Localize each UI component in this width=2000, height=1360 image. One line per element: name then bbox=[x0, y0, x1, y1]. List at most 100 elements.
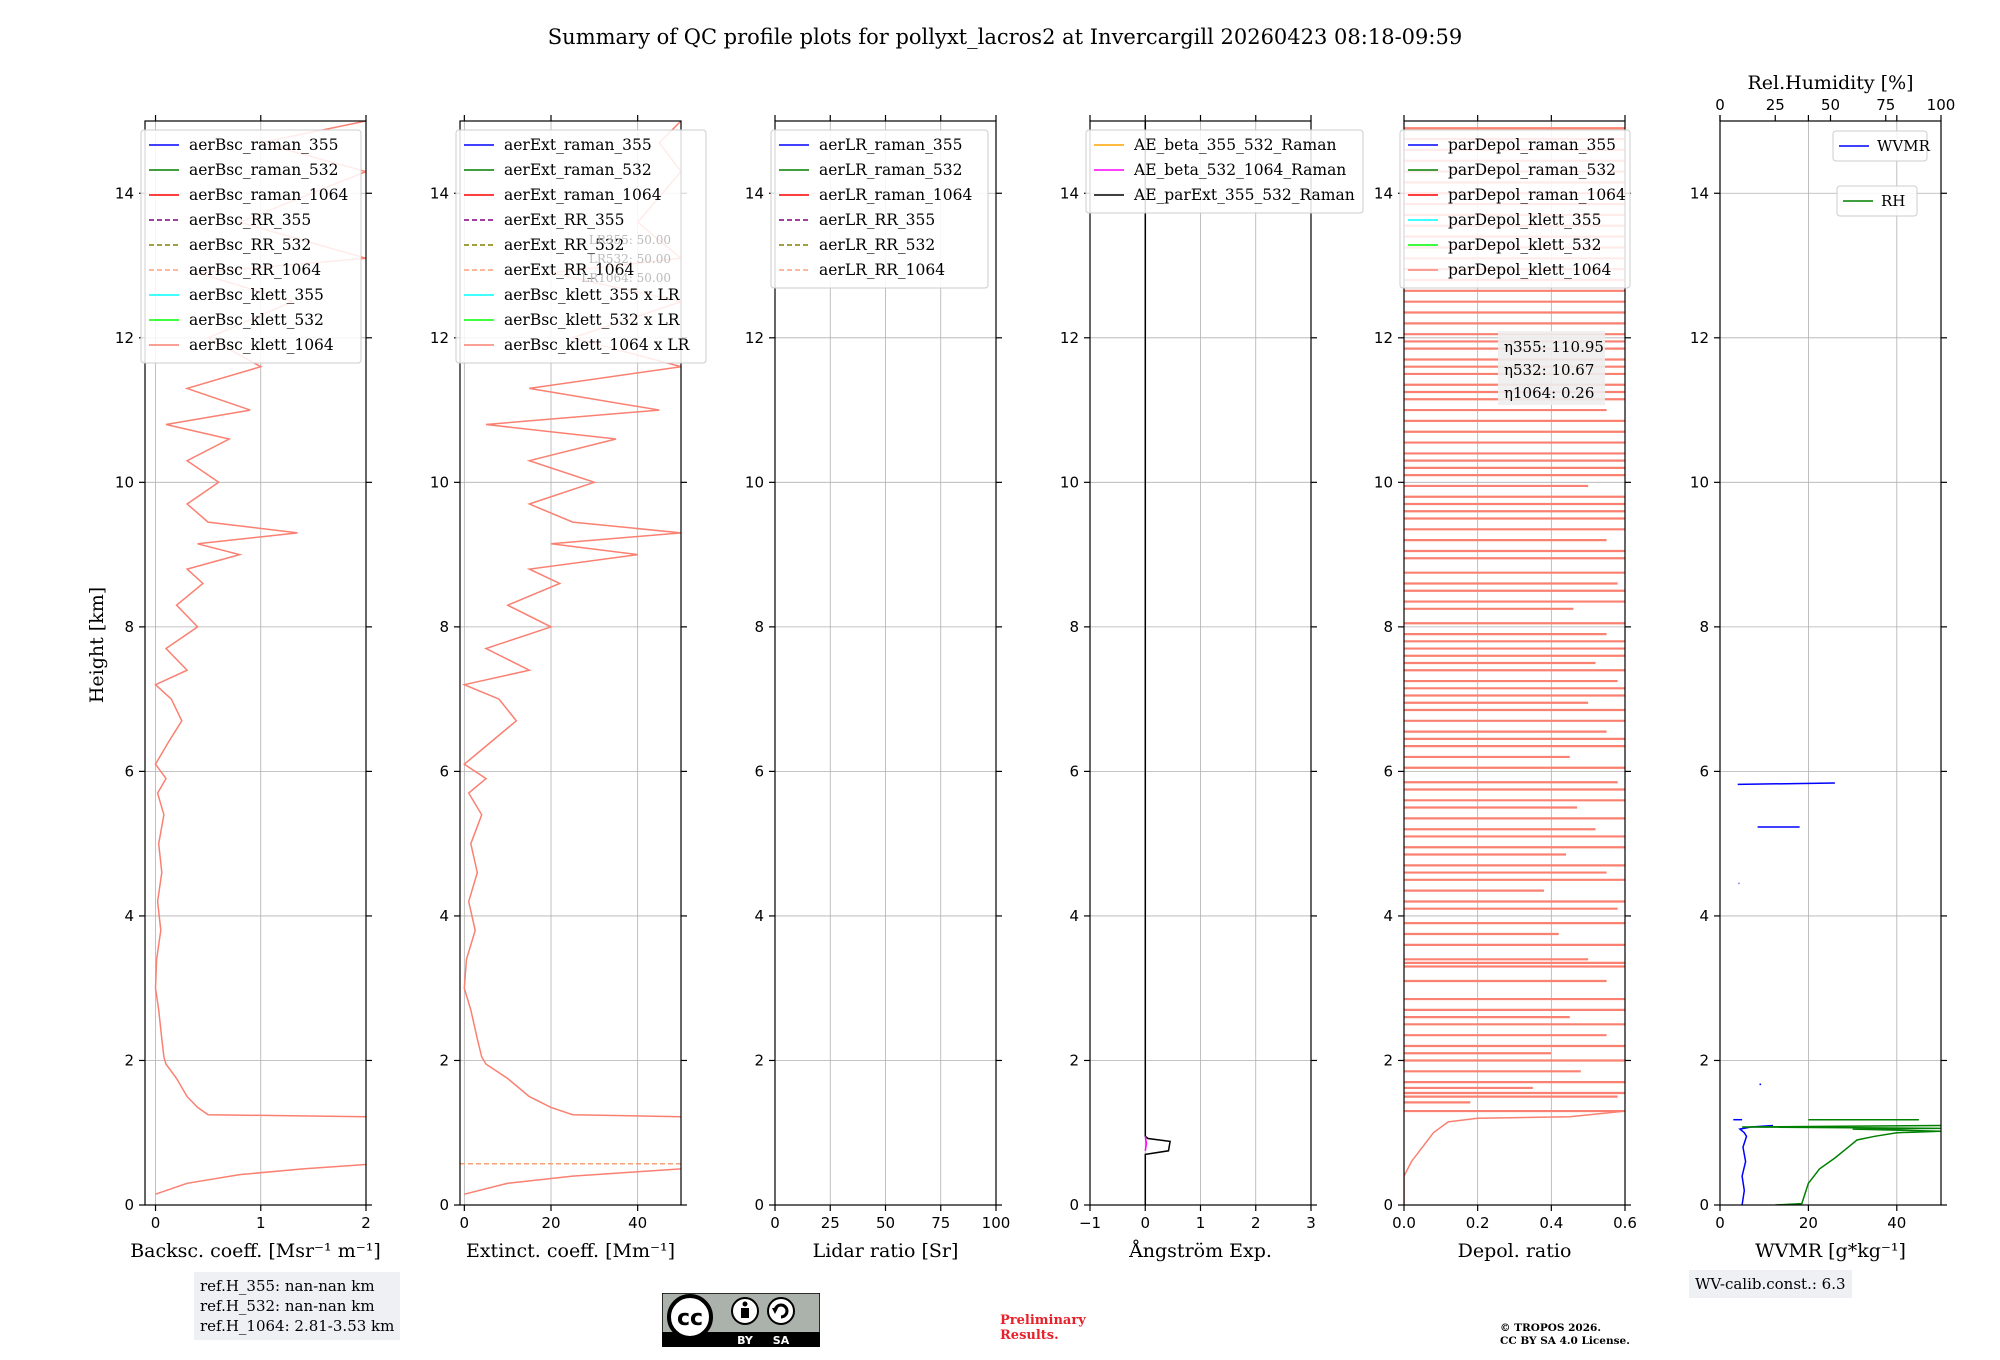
legend-label: aerExt_raman_1064 bbox=[504, 186, 662, 204]
y-tick-label: 12 bbox=[1060, 329, 1079, 347]
y-tick-label: 8 bbox=[1383, 618, 1393, 636]
legend-frame bbox=[770, 129, 989, 289]
preliminary-line-2: Results. bbox=[1000, 1328, 1059, 1343]
legend-frame bbox=[455, 129, 707, 364]
y-tick-label: 6 bbox=[1699, 762, 1709, 780]
y-tick-label: 8 bbox=[1069, 618, 1079, 636]
x-tick-label: 1 bbox=[256, 1214, 266, 1232]
panel-6: 0 20 40 0 2 4 6 8 10 12 14 WVMR [g*kg⁻¹] 0 25 50 75 100 R… bbox=[1690, 72, 1955, 1262]
legend-frame bbox=[1832, 130, 1928, 162]
series-aerbsc-klett-1064-x-lr bbox=[461, 121, 681, 1118]
y-tick-label: 2 bbox=[754, 1051, 764, 1069]
y-tick-label: 12 bbox=[115, 329, 134, 347]
wv-calibration-text: WV-calib.const.: 6.3 bbox=[1695, 1275, 1846, 1293]
x-tick-label: 25 bbox=[821, 1214, 840, 1232]
y-tick-label: 8 bbox=[1699, 618, 1709, 636]
y-tick-label: 14 bbox=[1374, 184, 1393, 202]
legend: aerExt_raman_355 aerExt_raman_532 aerExt_r… bbox=[455, 129, 707, 364]
ref-height-355: ref.H_355: nan-nan km bbox=[200, 1277, 375, 1295]
series-pardepol-klett-1064 bbox=[1404, 1110, 1625, 1205]
y-tick-label: 2 bbox=[439, 1051, 449, 1069]
axes-frame bbox=[1403, 120, 1626, 1206]
legend-box-rh: RH bbox=[1836, 185, 1918, 217]
data-layer bbox=[1404, 127, 1625, 1205]
y-tick-label: 2 bbox=[1699, 1051, 1709, 1069]
preliminary-line-1: Preliminary bbox=[1000, 1313, 1086, 1328]
top-x-tick-label: 0 bbox=[1715, 96, 1725, 114]
y-tick-label: 4 bbox=[1699, 907, 1709, 925]
legend-label: aerLR_RR_1064 bbox=[819, 261, 945, 279]
y-tick-label: 4 bbox=[439, 907, 449, 925]
eta-box bbox=[1498, 331, 1605, 405]
legend-label: parDepol_raman_1064 bbox=[1448, 186, 1626, 204]
x-axis-label: WVMR [g*kg⁻¹] bbox=[1755, 1240, 1906, 1262]
x-tick-label: 3 bbox=[1306, 1214, 1316, 1232]
series-aerbsc-klett-1064 bbox=[155, 1163, 366, 1195]
cc-sa-label: SA bbox=[773, 1334, 790, 1347]
y-tick-label: 10 bbox=[745, 473, 764, 491]
y-tick-label: 6 bbox=[1069, 762, 1079, 780]
x-tick-label: 40 bbox=[628, 1214, 647, 1232]
panel-3: 0 25 50 75 100 0 2 4 6 8 10 12 14 Lidar ratio [Sr] aer… bbox=[745, 115, 1010, 1262]
top-x-tick-label: 75 bbox=[1876, 96, 1895, 114]
y-tick-label: 14 bbox=[430, 184, 449, 202]
series-ae-parext-355-532-raman bbox=[1144, 121, 1171, 1205]
y-tick-label: 0 bbox=[1699, 1196, 1709, 1214]
x-tick-label: 1 bbox=[1196, 1214, 1206, 1232]
reference-heights-box: ref.H_355: nan-nan km ref.H_532: nan-nan … bbox=[194, 1272, 401, 1340]
legend-label: aerLR_RR_532 bbox=[819, 236, 935, 254]
y-tick-label: 6 bbox=[754, 762, 764, 780]
legend-frame bbox=[1399, 129, 1631, 289]
legend-label: aerLR_RR_355 bbox=[819, 211, 935, 229]
y-tick-label: 10 bbox=[430, 473, 449, 491]
legend-label: aerExt_RR_532 bbox=[504, 236, 625, 254]
legend-label: aerExt_RR_355 bbox=[504, 211, 625, 229]
x-tick-label: 75 bbox=[931, 1214, 950, 1232]
legend: aerLR_raman_355 aerLR_raman_532 aerLR_rama… bbox=[770, 129, 989, 289]
y-tick-label: 2 bbox=[124, 1051, 134, 1069]
x-tick-label: 0.0 bbox=[1392, 1214, 1416, 1232]
series-ae-beta-532-1064-raman bbox=[1144, 1136, 1148, 1151]
cc-logo-text: cc bbox=[677, 1306, 703, 1331]
legend-label: WVMR bbox=[1877, 137, 1931, 155]
x-tick-label: 0.4 bbox=[1539, 1214, 1563, 1232]
legend-label: aerExt_raman_532 bbox=[504, 161, 652, 179]
panel-2: 0 20 40 0 2 4 6 8 10 12 14 Extinct. coeff. [Mm⁻¹] ae… bbox=[430, 115, 707, 1262]
legend-label: aerExt_raman_355 bbox=[504, 136, 652, 154]
y-tick-label: 12 bbox=[430, 329, 449, 347]
top-x-tick-label: 100 bbox=[1927, 96, 1956, 114]
y-tick-label: 6 bbox=[439, 762, 449, 780]
y-tick-label: 10 bbox=[115, 473, 134, 491]
series-wvmr bbox=[1759, 1083, 1762, 1086]
x-tick-label: 0.2 bbox=[1466, 1214, 1490, 1232]
x-axis-label: Ångström Exp. bbox=[1128, 1240, 1272, 1262]
x-tick-label: 0.6 bbox=[1613, 1214, 1637, 1232]
series-aerbsc-klett-1064-x-lr bbox=[464, 1168, 681, 1195]
legend-label: aerLR_raman_355 bbox=[819, 136, 962, 154]
y-tick-label: 6 bbox=[1383, 762, 1393, 780]
preliminary-results-note: Preliminary Results. bbox=[1000, 1313, 1086, 1343]
ref-height-1064: ref.H_1064: 2.81-3.53 km bbox=[200, 1317, 395, 1335]
y-tick-label: 2 bbox=[1069, 1051, 1079, 1069]
legend: parDepol_raman_355 parDepol_raman_532 parD… bbox=[1399, 129, 1631, 289]
legend-label: aerBsc_klett_532 x LR bbox=[504, 311, 681, 329]
x-tick-label: 0 bbox=[151, 1214, 161, 1232]
data-layer bbox=[1733, 782, 1941, 1205]
wv-calibration-box: WV-calib.const.: 6.3 bbox=[1689, 1270, 1852, 1298]
y-tick-label: 0 bbox=[124, 1196, 134, 1214]
y-tick-label: 4 bbox=[1383, 907, 1393, 925]
y-tick-label: 12 bbox=[745, 329, 764, 347]
lidar-ratio-note: LR1064: 50.00 bbox=[581, 271, 671, 285]
x-tick-label: 0 bbox=[1140, 1214, 1150, 1232]
y-tick-label: 10 bbox=[1374, 473, 1393, 491]
x-tick-label: 40 bbox=[1887, 1214, 1906, 1232]
data-layer bbox=[1144, 121, 1171, 1205]
y-tick-label: 12 bbox=[1374, 329, 1393, 347]
legend-label: aerBsc_klett_355 bbox=[189, 286, 324, 304]
x-tick-label: 0 bbox=[1715, 1214, 1725, 1232]
x-tick-label: 2 bbox=[1251, 1214, 1261, 1232]
top-axis-label: Rel.Humidity [%] bbox=[1747, 72, 1913, 94]
y-tick-label: 14 bbox=[1060, 184, 1079, 202]
y-tick-label: 12 bbox=[1690, 329, 1709, 347]
